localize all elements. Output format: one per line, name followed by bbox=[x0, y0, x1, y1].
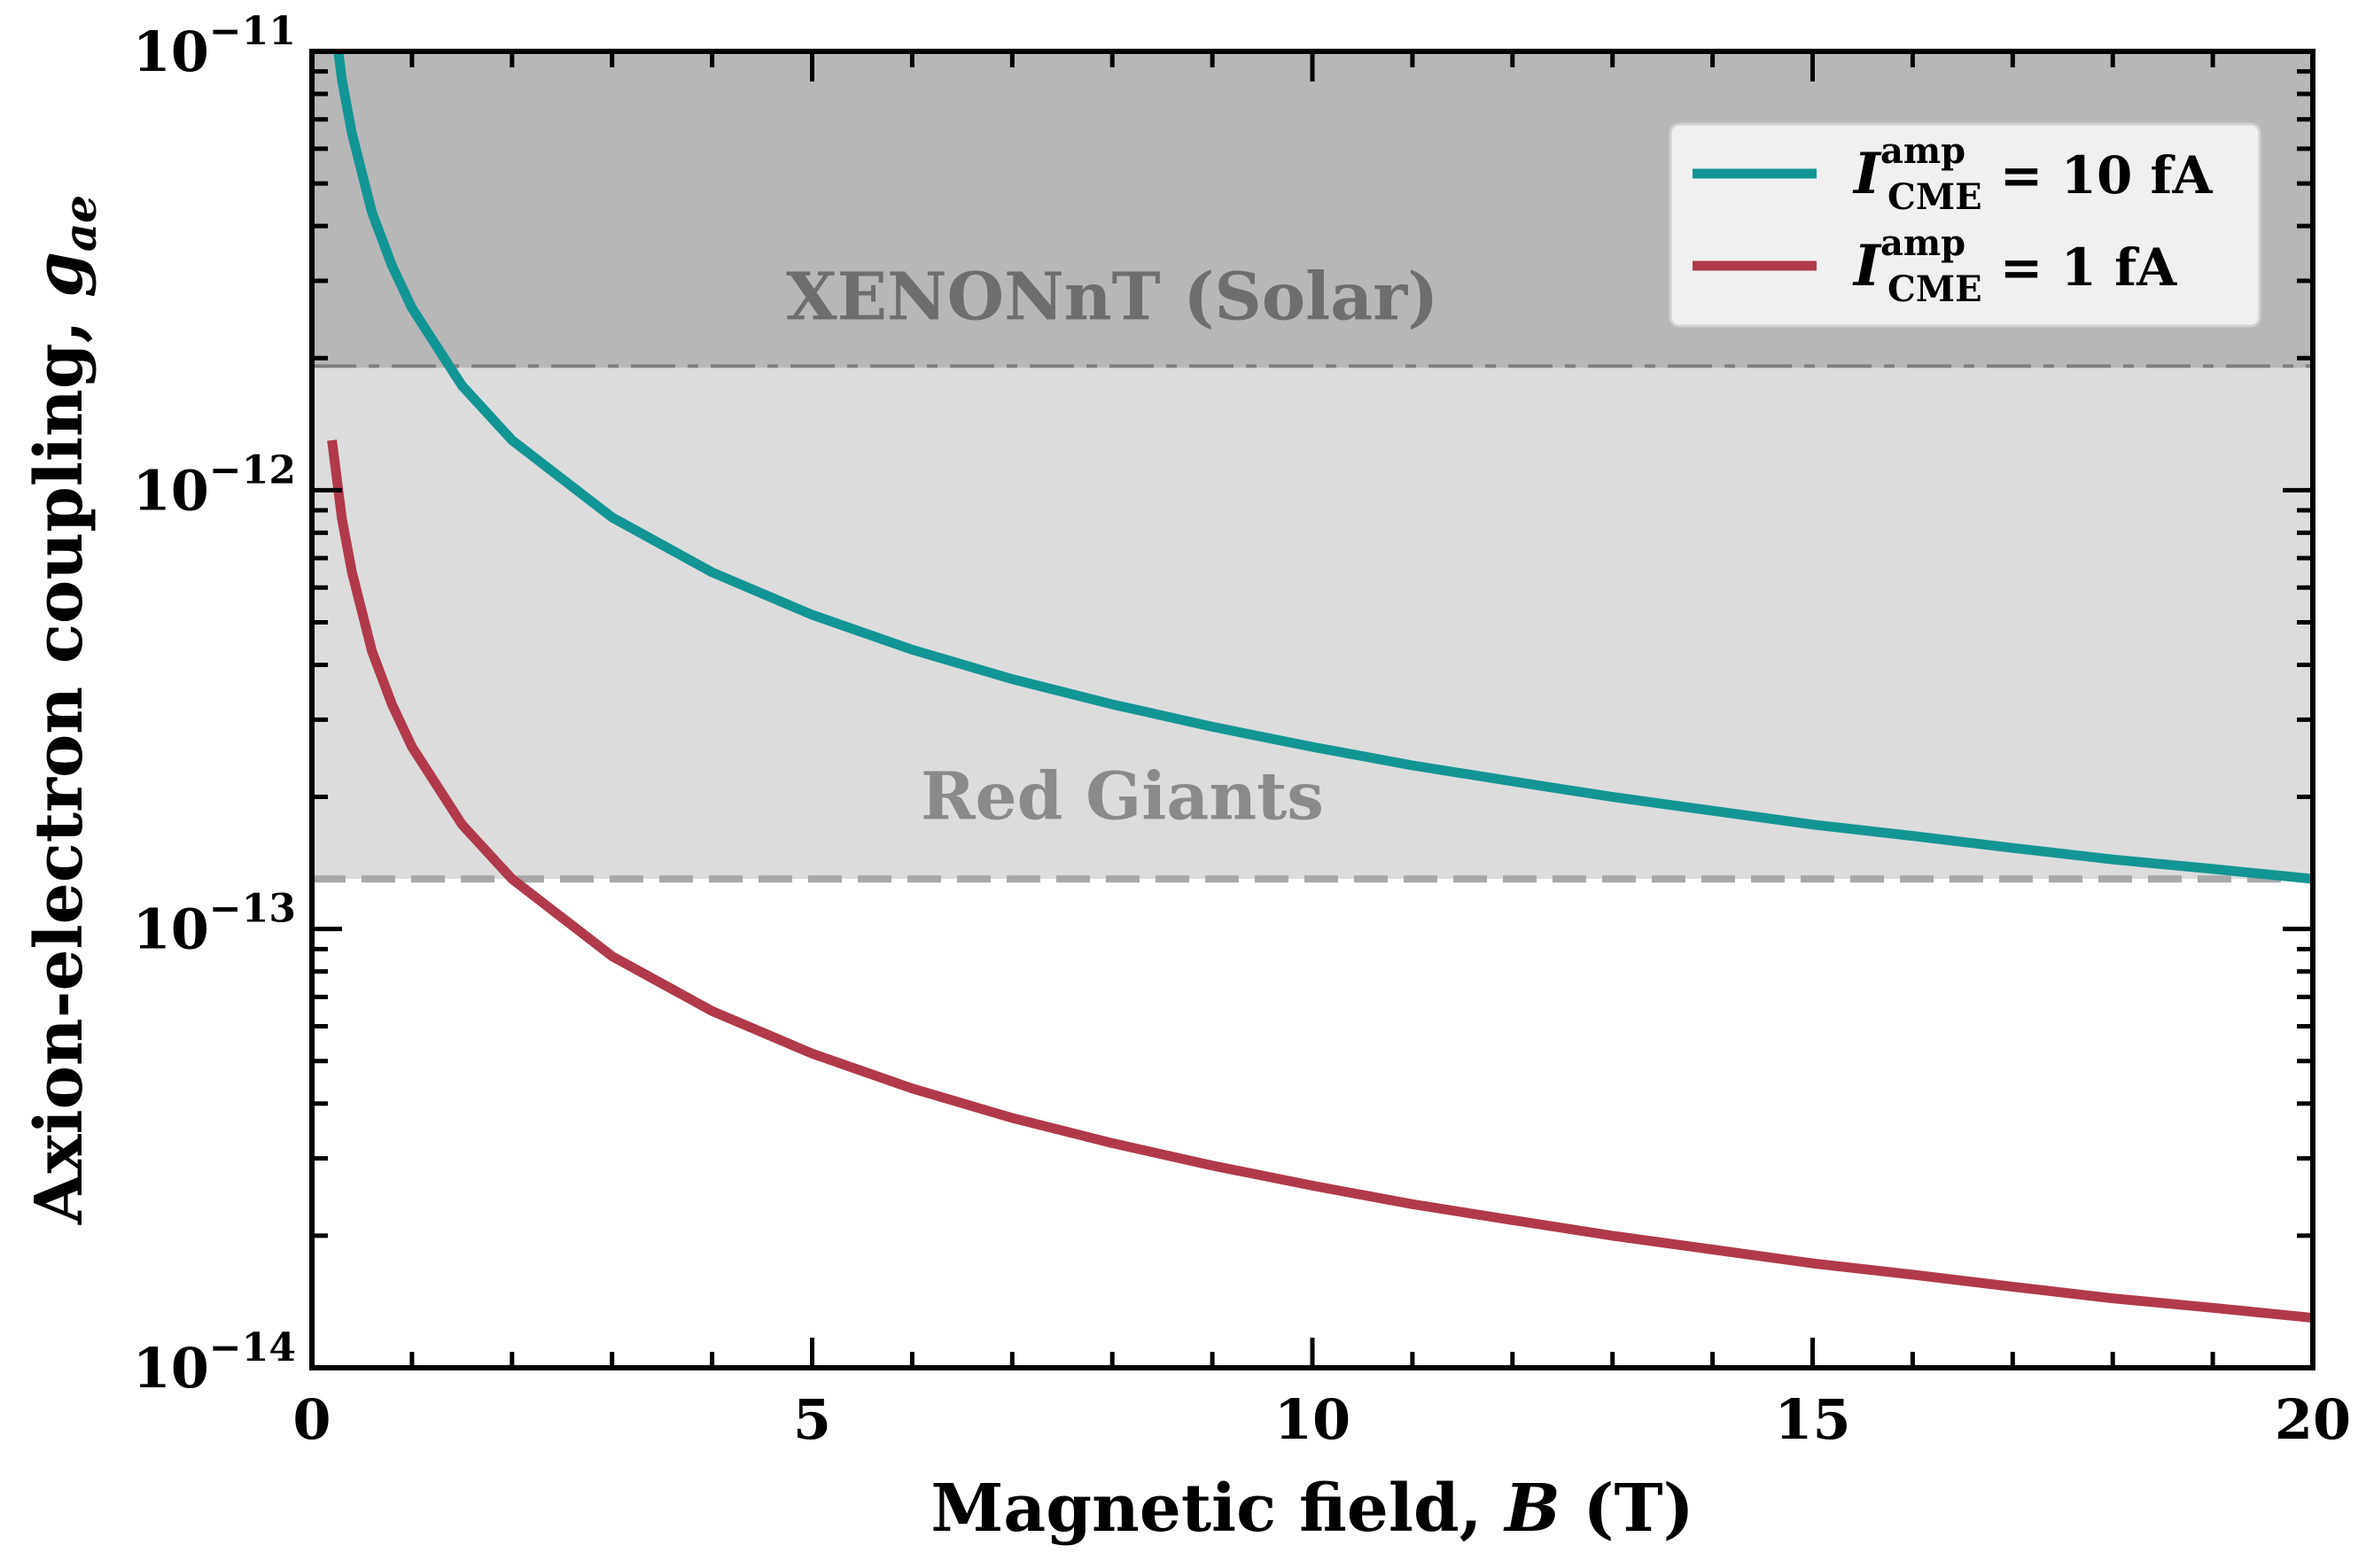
series-line-1fa bbox=[327, 439, 2313, 1323]
x-tick-label: 10 bbox=[1274, 1387, 1350, 1452]
series-line-10fa bbox=[333, 51, 2313, 884]
band-labels-layer: XENONnT (Solar) Red Giants bbox=[786, 259, 1438, 834]
x-tick-label: 5 bbox=[793, 1387, 831, 1452]
x-tick-label: 0 bbox=[292, 1387, 331, 1452]
band-red-giants bbox=[312, 368, 2313, 880]
x-tick-label: 20 bbox=[2275, 1387, 2351, 1452]
y-tick-label: 10−11 bbox=[133, 9, 296, 84]
x-axis-title: Magnetic field, B (T) bbox=[930, 1471, 1693, 1547]
band-label-red-giants: Red Giants bbox=[921, 759, 1324, 835]
series-layer bbox=[327, 51, 2313, 1323]
y-tick-label: 10−12 bbox=[133, 447, 296, 523]
x-tick-label: 15 bbox=[1774, 1387, 1850, 1452]
band-label-xenonnt-solar: XENONnT (Solar) bbox=[786, 259, 1438, 335]
legend-label: Iamp CME = 1 fA bbox=[1852, 222, 2177, 310]
y-tick-label: 10−13 bbox=[133, 887, 296, 962]
legend-label: Iamp CME = 10 fA bbox=[1852, 130, 2213, 218]
bands-layer bbox=[312, 51, 2313, 883]
y-axis-title: Axion-electron coupling, gae bbox=[21, 195, 106, 1225]
y-tick-label: 10−14 bbox=[133, 1325, 296, 1401]
legend-box bbox=[1669, 122, 2261, 328]
axes-layer: 0 5 10 15 20 10−14 10−13 10−12 10−11 Magnetic fie… bbox=[21, 9, 2351, 1547]
